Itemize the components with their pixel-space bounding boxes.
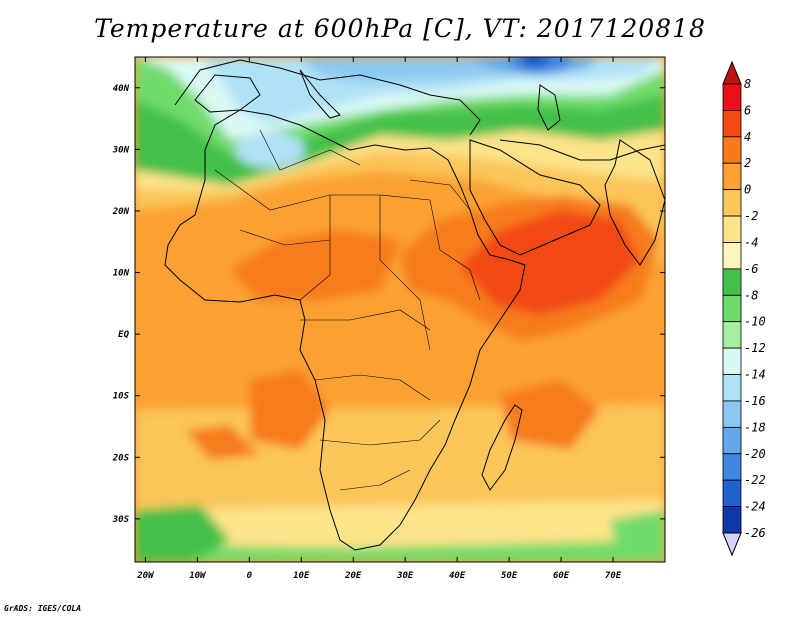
colorbar-segment <box>722 268 742 296</box>
colorbar-label: 6 <box>744 103 751 117</box>
lat-label: 20N <box>112 207 130 217</box>
southeast-cold <box>610 510 665 560</box>
warm-atlantic-patch <box>185 425 260 460</box>
colorbar-label: 4 <box>744 130 751 144</box>
lon-label: 0 <box>247 571 253 581</box>
northern-band-minus22 <box>525 57 539 62</box>
warm-west-africa <box>230 230 400 300</box>
lat-label: 10N <box>113 269 130 279</box>
lon-label: 30E <box>396 571 414 581</box>
colorbar-label: -24 <box>744 500 766 514</box>
europe-coast <box>174 59 481 136</box>
lat-label: 10S <box>113 392 130 402</box>
colorbar-segment <box>722 162 742 191</box>
credit-label: GrADS: IGES/COLA <box>4 604 82 613</box>
caspian <box>537 84 561 131</box>
colorbar-segment <box>722 110 742 138</box>
colorbar-segment <box>722 453 742 481</box>
lat-label: EQ <box>118 330 129 340</box>
colorbar-label: -6 <box>744 262 758 276</box>
colorbar-bottom-arrow <box>722 532 742 557</box>
persia-coast <box>499 139 665 161</box>
colorbar-segment <box>722 136 742 164</box>
colorbar-segment <box>722 321 742 349</box>
lon-label: 20E <box>344 571 362 581</box>
colorbar-segment <box>722 347 742 375</box>
colorbar-label: -8 <box>744 288 758 302</box>
lon-label: 10E <box>293 571 310 581</box>
lon-label: 20W <box>136 571 155 581</box>
italy <box>299 69 341 119</box>
colorbar-segment <box>722 83 742 111</box>
colorbar-segment <box>722 374 742 402</box>
colorbar-segment <box>722 242 742 270</box>
colorbar-label: -10 <box>744 315 766 329</box>
lat-label: 30N <box>112 145 130 155</box>
colorbar-label: -4 <box>744 235 758 249</box>
colorbar-label: -22 <box>744 473 766 487</box>
southern-cold-edge <box>135 540 665 562</box>
axis-ticks: 20W 10W 0 10E 20E 30E 40E 50E 60E 70E 40N 30N 20N 10N… <box>112 57 665 581</box>
lon-label: 10W <box>189 571 207 581</box>
india <box>604 139 665 266</box>
colorbar-label: -2 <box>744 209 758 223</box>
africa-outline <box>164 109 526 551</box>
lon-label: 70E <box>605 571 622 581</box>
colorbar-segment <box>722 506 742 534</box>
northern-band-minus12 <box>200 57 665 125</box>
colorbar-label: 8 <box>744 77 751 91</box>
arabian-peninsula <box>469 139 601 256</box>
colorbar-label: -26 <box>744 526 766 540</box>
lat-label: 40N <box>113 84 130 94</box>
colorbar-label: -14 <box>744 368 766 382</box>
colorbar-label: -18 <box>744 420 766 434</box>
country-borders <box>214 129 481 491</box>
colorbar-segment <box>722 479 742 507</box>
colorbar-label: -20 <box>744 447 766 461</box>
colorbar: 8 6 4 2 0 -2 -4 -6 -8 -10 -12 -14 -16 -18 -20 -22 -24 -26 <box>722 60 766 557</box>
coastlines <box>164 59 665 551</box>
madagascar-outline <box>481 404 523 491</box>
colorbar-segment <box>722 189 742 217</box>
colorbar-segment <box>722 294 742 323</box>
warm-core-6 <box>460 210 640 315</box>
colorbar-segment <box>722 215 742 243</box>
colorbar-label: 2 <box>744 156 751 170</box>
colorbar-label: -12 <box>744 341 766 355</box>
warm-indian-ocean <box>500 380 600 450</box>
lat-label: 20S <box>112 453 130 463</box>
southwest-cold <box>135 505 230 562</box>
colorbar-top-arrow <box>722 60 742 85</box>
lon-label: 50E <box>501 571 518 581</box>
warm-south-atlantic <box>250 370 330 450</box>
map-title: Temperature at 600hPa [C], VT: 201712081… <box>94 14 706 43</box>
lon-label: 40E <box>449 571 466 581</box>
lat-label: 30S <box>112 515 130 525</box>
colorbar-segment <box>722 426 742 455</box>
iberia <box>194 74 261 113</box>
temperature-field <box>135 57 665 562</box>
colorbar-segment <box>722 400 742 428</box>
plot-frame <box>134 56 666 563</box>
lon-label: 60E <box>553 571 570 581</box>
colorbar-label: -16 <box>744 394 766 408</box>
colorbar-label: 0 <box>744 183 751 197</box>
